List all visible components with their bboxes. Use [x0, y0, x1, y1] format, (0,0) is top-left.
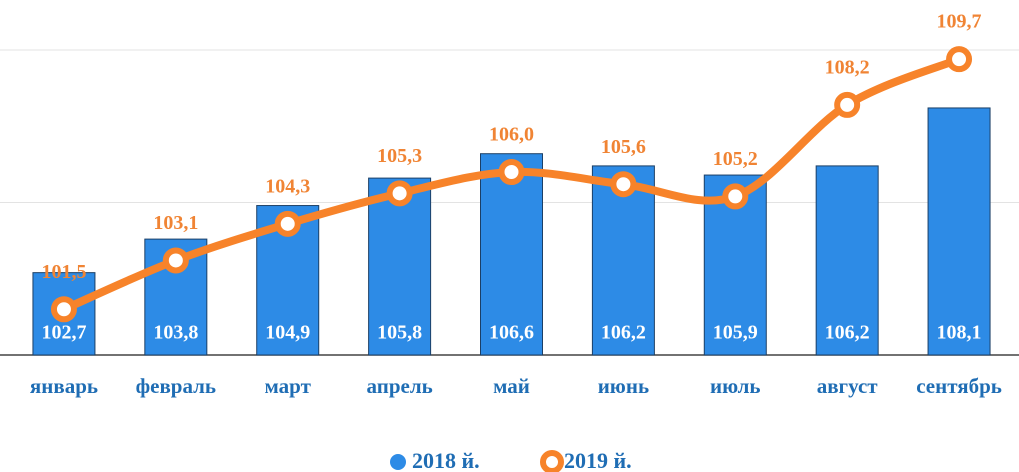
- legend-label: 2019 й.: [564, 448, 632, 472]
- bar-value-label: 106,2: [601, 322, 646, 344]
- bar: [591, 165, 655, 356]
- line-value-label: 108,2: [825, 56, 870, 78]
- line-point: [834, 91, 861, 118]
- line-value-label: 101,5: [41, 261, 86, 283]
- x-tick-label: август: [817, 374, 879, 398]
- bar-value-label: 108,1: [937, 322, 982, 344]
- line-value-label: 104,3: [265, 175, 310, 197]
- line-point: [498, 159, 525, 185]
- line-point: [946, 46, 973, 73]
- bar: [927, 107, 991, 356]
- x-tick-label: июль: [710, 374, 761, 398]
- bar-value-label: 103,8: [153, 322, 198, 344]
- line-point: [386, 180, 413, 207]
- legend-marker: [540, 450, 564, 472]
- line-point: [274, 210, 301, 237]
- x-tick-label: июнь: [598, 374, 649, 398]
- line-value-label: 103,1: [153, 212, 198, 234]
- bar: [368, 177, 432, 356]
- x-tick-label: январь: [30, 374, 98, 398]
- line-value-label: 105,2: [713, 148, 758, 170]
- x-tick-label: апрель: [367, 374, 433, 398]
- bar-value-label: 105,9: [713, 322, 758, 344]
- bar-value-label: 106,2: [825, 322, 870, 344]
- x-tick-label: сентябрь: [916, 374, 1002, 398]
- bar-value-label: 102,7: [41, 322, 86, 344]
- line-point: [722, 183, 749, 210]
- line-value-label: 106,0: [489, 124, 534, 146]
- bar: [815, 165, 879, 356]
- line-value-label: 105,6: [601, 136, 646, 158]
- legend-marker: [390, 454, 406, 470]
- bar: [480, 153, 543, 356]
- x-tick-label: май: [493, 374, 530, 398]
- bar-value-label: 104,9: [265, 322, 310, 344]
- line-value-label: 105,3: [377, 145, 422, 167]
- bar-value-label: 105,8: [377, 322, 422, 344]
- legend-label: 2018 й.: [412, 448, 480, 472]
- line-point: [162, 247, 189, 274]
- line-value-label: 109,7: [937, 11, 982, 33]
- bar-value-label: 106,6: [489, 322, 534, 344]
- line-point: [610, 171, 637, 198]
- line-point: [50, 296, 77, 323]
- x-tick-label: февраль: [136, 374, 216, 398]
- x-tick-label: март: [265, 374, 312, 398]
